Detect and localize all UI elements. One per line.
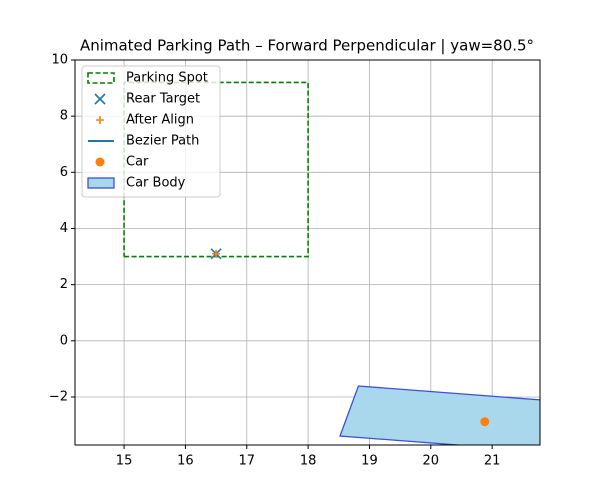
x-tick-label: 21 <box>484 454 501 469</box>
axes-frame <box>74 59 541 446</box>
legend-label: Bezier Path <box>126 134 199 149</box>
y-tick-label: 0 <box>60 333 68 348</box>
legend-swatch <box>95 157 105 167</box>
legend-label: After Align <box>126 113 194 128</box>
chart-title: Animated Parking Path – Forward Perpendi… <box>80 37 534 55</box>
legend: Parking Spot Rear Target After Align Bezier… <box>81 65 221 198</box>
y-tick-label: 2 <box>60 277 68 292</box>
y-tick-label: −2 <box>49 389 68 404</box>
y-tick-label: 4 <box>60 221 68 236</box>
car-point <box>480 417 490 427</box>
y-tick-label: 10 <box>51 53 68 68</box>
legend-swatch <box>94 93 106 105</box>
legend-label: Rear Target <box>126 92 200 107</box>
x-tick-label: 20 <box>423 454 440 469</box>
x-tick-label: 16 <box>177 454 194 469</box>
x-tick-label: 18 <box>300 454 317 469</box>
legend-label: Parking Spot <box>126 71 208 86</box>
after-align <box>212 249 221 258</box>
legend-box <box>81 65 221 198</box>
legend-swatch <box>96 116 104 124</box>
y-tick-label: 6 <box>60 165 68 180</box>
y-tick-label: 8 <box>60 109 68 124</box>
legend-swatch <box>87 72 115 84</box>
x-tick-label: 15 <box>116 454 133 469</box>
car-body <box>339 385 540 445</box>
x-tick-label: 19 <box>361 454 378 469</box>
x-tick-label: 17 <box>238 454 255 469</box>
legend-label: Car <box>126 155 149 170</box>
legend-label: Car Body <box>126 176 186 191</box>
legend-swatch <box>87 177 115 189</box>
axes: 15 16 17 18 19 20 21 −2 0 2 4 6 8 10 <box>49 53 501 469</box>
